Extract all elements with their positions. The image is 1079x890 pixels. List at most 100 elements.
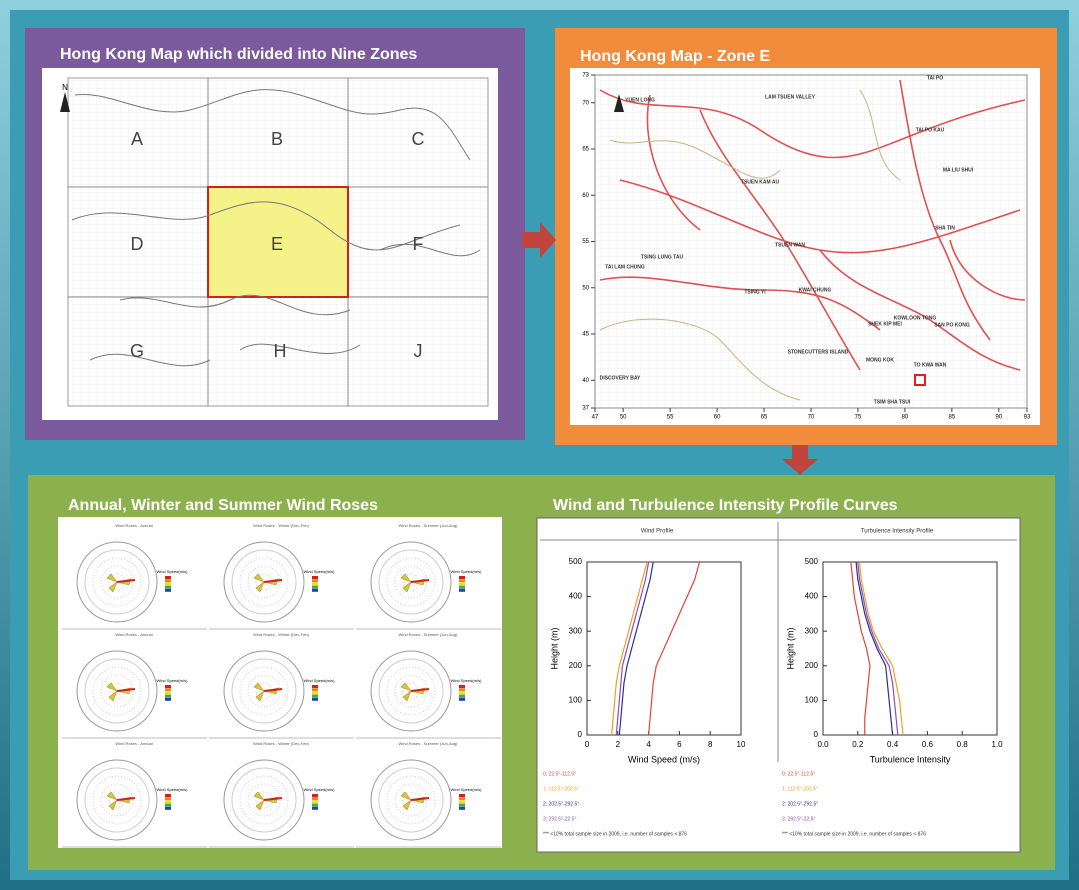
place-label: SAN PO KONG (934, 322, 970, 328)
x-tick-label: 0 (585, 740, 590, 749)
rose-legend-swatch (312, 794, 318, 797)
rose-legend-swatch (312, 804, 318, 807)
y-tick-label: 500 (569, 557, 583, 566)
place-label: TSING YI (744, 289, 766, 295)
place-label: TSIM SHA TSUI (874, 399, 911, 405)
rose-column-title: Wind Roses - Annual (115, 632, 152, 637)
rose-legend-swatch (165, 691, 171, 694)
rose-legend-swatch (312, 800, 318, 803)
legend-entry: 0: 22.5°-112.5° (543, 771, 576, 777)
place-label: DISCOVERY BAY (600, 375, 641, 381)
rose-column-title: Wind Roses - Winter (Dec-Feb) (253, 632, 309, 637)
legend-entry: 1: 112.5°-202.5° (543, 786, 579, 792)
rose-legend-swatch (165, 579, 171, 582)
rose-column-title: Wind Roses - Annual (115, 523, 152, 528)
rose-column-title: Wind Roses - Annual (115, 741, 152, 746)
rose-legend-title: Wind Speed(m/s) (157, 678, 189, 683)
rose-legend-swatch (459, 582, 465, 585)
rose-legend-swatch (312, 586, 318, 589)
x-axis-label: Wind Speed (m/s) (628, 754, 700, 764)
y-axis-label: Height (m) (785, 627, 795, 669)
place-label: STONECUTTERS ISLAND (788, 349, 849, 355)
rose-legend-title: Wind Speed(m/s) (304, 787, 336, 792)
zone-label: E (271, 234, 283, 254)
rose-legend-swatch (312, 576, 318, 579)
rose-legend-swatch (165, 695, 171, 698)
map-y-tick-label: 50 (582, 285, 589, 291)
rose-legend-swatch (312, 688, 318, 691)
y-tick-label: 100 (805, 696, 819, 705)
profiles-title: Wind and Turbulence Intensity Profile Cu… (553, 497, 898, 514)
x-axis-label: Turbulence Intensity (870, 754, 951, 764)
zone-label: J (414, 341, 423, 361)
rose-legend-swatch (459, 685, 465, 688)
y-tick-label: 400 (569, 592, 583, 601)
map-y-tick-label: 65 (582, 147, 589, 153)
y-tick-label: 300 (569, 626, 583, 635)
chart-title: Wind Profile (641, 529, 674, 535)
rose-column-title: Wind Roses - Winter (Dec-Feb) (253, 741, 309, 746)
north-label: N (62, 83, 68, 92)
rose-legend-swatch (312, 582, 318, 585)
rose-legend-swatch (312, 685, 318, 688)
rose-legend-swatch (165, 800, 171, 803)
rose-column-title: Wind Roses - Summer (Jun-Aug) (399, 741, 459, 746)
legend-entry: 3: 292.5°-22.5° (543, 816, 576, 822)
rose-legend-swatch (165, 586, 171, 589)
map-x-tick-label: 90 (995, 415, 1002, 421)
place-label: KWAI CHUNG (799, 287, 832, 293)
y-tick-label: 300 (805, 626, 819, 635)
x-tick-label: 0.2 (852, 740, 864, 749)
rose-legend-swatch (459, 695, 465, 698)
rose-column-title: Wind Roses - Summer (Jun-Aug) (399, 632, 459, 637)
rose-legend-swatch (459, 804, 465, 807)
x-tick-label: 6 (677, 740, 682, 749)
x-tick-label: 0.8 (957, 740, 969, 749)
x-tick-label: 8 (708, 740, 713, 749)
rose-legend-swatch (312, 797, 318, 800)
y-tick-label: 500 (805, 557, 819, 566)
x-tick-label: 0.0 (817, 740, 829, 749)
rose-legend-swatch (459, 698, 465, 701)
place-label: TSUEN KAM AU (741, 179, 780, 185)
rose-column-title: Wind Roses - Summer (Jun-Aug) (399, 523, 459, 528)
rose-legend-swatch (459, 586, 465, 589)
rose-legend-swatch (165, 794, 171, 797)
place-label: TSING LUNG TAU (641, 254, 684, 260)
place-label: MA LIU SHUI (943, 167, 974, 173)
zone-label: B (271, 129, 283, 149)
x-tick-label: 2 (616, 740, 621, 749)
zone-label: A (131, 129, 143, 149)
map-x-tick-label: 75 (855, 415, 862, 421)
place-label: LAM TSUEN VALLEY (765, 94, 816, 100)
place-label: TAI PO KAU (916, 127, 945, 133)
rose-legend-title: Wind Speed(m/s) (451, 569, 483, 574)
zone-label: D (131, 234, 144, 254)
place-label: YUEN LONG (625, 97, 655, 103)
rose-legend-swatch (459, 797, 465, 800)
rose-legend-title: Wind Speed(m/s) (451, 787, 483, 792)
map-x-tick-label: 85 (949, 415, 956, 421)
rose-legend-swatch (459, 579, 465, 582)
y-tick-label: 200 (569, 661, 583, 670)
map-x-tick-label: 93 (1024, 415, 1031, 421)
rose-legend-swatch (165, 582, 171, 585)
place-label: SHA TIN (935, 225, 955, 231)
zone-label: C (412, 129, 425, 149)
legend-entry: 2: 202.5°-292.5° (782, 801, 818, 807)
rose-legend-swatch (165, 688, 171, 691)
map-x-tick-label: 60 (714, 415, 721, 421)
rose-legend-title: Wind Speed(m/s) (451, 678, 483, 683)
map-y-tick-label: 37 (582, 406, 589, 412)
rose-legend-swatch (459, 794, 465, 797)
map-y-tick-label: 70 (582, 100, 589, 106)
zone-e-title: Hong Kong Map - Zone E (580, 48, 771, 65)
rose-legend-swatch (459, 576, 465, 579)
rose-legend-title: Wind Speed(m/s) (157, 569, 189, 574)
zone-label: F (413, 234, 424, 254)
place-label: MONG KOK (866, 357, 894, 363)
wind-roses-title: Annual, Winter and Summer Wind Roses (68, 497, 378, 514)
x-tick-label: 0.6 (922, 740, 934, 749)
rose-legend-swatch (165, 797, 171, 800)
rose-legend-swatch (459, 691, 465, 694)
